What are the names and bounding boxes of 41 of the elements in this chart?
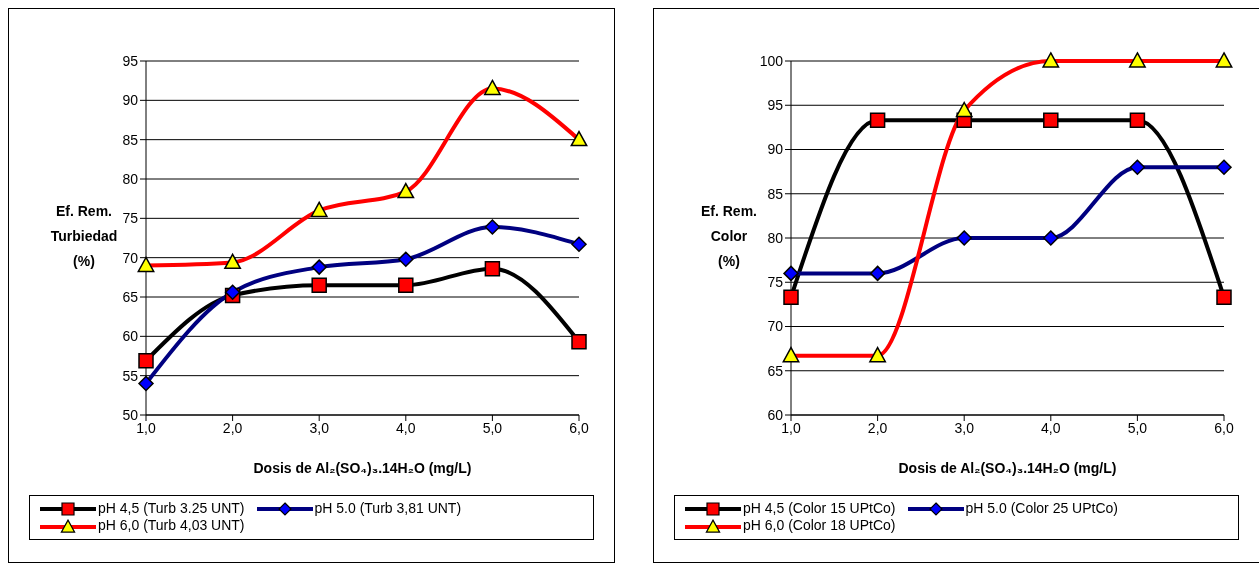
legend-label: pH 6,0 (Color 18 UPtCo): [742, 517, 896, 535]
y-tick-label: 75: [767, 274, 784, 291]
x-tick-label: 5,0: [482, 419, 503, 436]
x-axis-title: Dosis de Al₂(SO₄)₃.14H₂O (mg/L): [898, 460, 1117, 476]
y-tick-label: 50: [122, 406, 139, 423]
y-tick-label: 55: [122, 367, 139, 384]
y-tick-label: 85: [122, 131, 139, 148]
y-tick-label: 100: [759, 52, 784, 69]
x-tick-label: 2,0: [222, 419, 243, 436]
y-tick-label: 80: [122, 170, 139, 187]
x-tick-label: 1,0: [136, 419, 156, 436]
x-tick-label: 3,0: [309, 419, 330, 436]
y-tick-label: 75: [122, 210, 139, 227]
x-tick-label: 5,0: [1127, 419, 1148, 436]
legend-label: pH 5.0 (Color 25 UPtCo): [964, 500, 1119, 518]
y-tick-label: 65: [767, 362, 784, 379]
y-axis-title: Ef. Rem. Turbiedad (%): [50, 203, 118, 269]
y-tick-label: 60: [767, 406, 784, 423]
y-tick-label: 95: [767, 97, 784, 114]
y-tick-label: 90: [122, 92, 139, 109]
y-axis-title: Ef. Rem. Color (%): [700, 203, 757, 269]
x-tick-label: 3,0: [954, 419, 975, 436]
y-tick-label: 65: [122, 288, 139, 305]
y-tick-label: 60: [122, 328, 139, 345]
x-tick-label: 2,0: [867, 419, 888, 436]
x-tick-label: 4,0: [396, 419, 416, 436]
x-tick-label: 4,0: [1041, 419, 1061, 436]
y-tick-label: 80: [767, 229, 784, 246]
y-tick-label: 95: [122, 52, 139, 69]
x-tick-label: 6,0: [1214, 419, 1234, 436]
legend-label: pH 5.0 (Turb 3,81 UNT): [313, 500, 462, 518]
y-tick-label: 90: [767, 141, 784, 158]
x-axis-title: Dosis de Al₂(SO₄)₃.14H₂O (mg/L): [253, 460, 472, 476]
x-tick-label: 6,0: [569, 419, 589, 436]
y-tick-label: 70: [767, 318, 784, 335]
legend-label: pH 6,0 (Turb 4,03 UNT): [97, 517, 245, 535]
y-tick-label: 85: [767, 185, 784, 202]
x-tick-label: 1,0: [781, 419, 801, 436]
legend-label: pH 4,5 (Turb 3.25 UNT): [97, 500, 245, 518]
legend-label: pH 4,5 (Color 15 UPtCo): [742, 500, 896, 518]
y-tick-label: 70: [122, 249, 139, 266]
